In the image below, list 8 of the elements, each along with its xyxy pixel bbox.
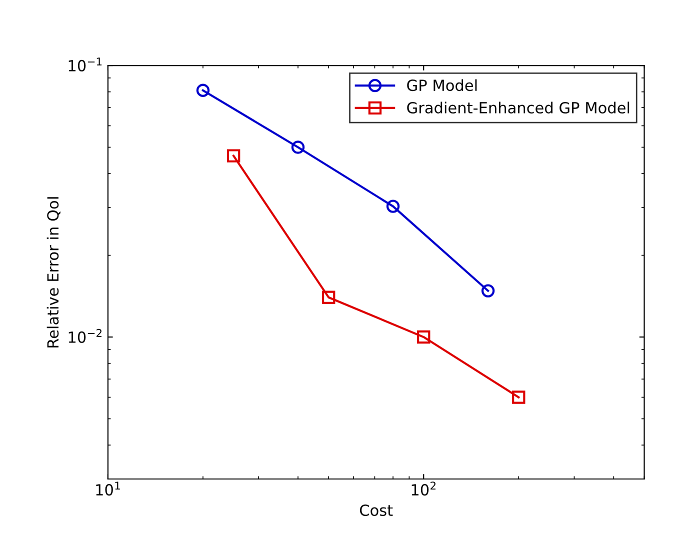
- y-tick-label: 10$^{−2}$: [68, 328, 102, 343]
- x-axis-title: Cost: [360, 504, 393, 516]
- y-axis-title: Relative Error in QoI: [46, 197, 60, 348]
- y-tick-label: 10$^{−1}$: [68, 58, 102, 72]
- x-tick-label: 10$^{1}$: [96, 482, 120, 496]
- legend-label: GP Model: [407, 79, 477, 92]
- x-tick-label: 10$^{2}$: [412, 482, 436, 496]
- legend-label: Gradient-Enhanced GP Model: [407, 102, 630, 114]
